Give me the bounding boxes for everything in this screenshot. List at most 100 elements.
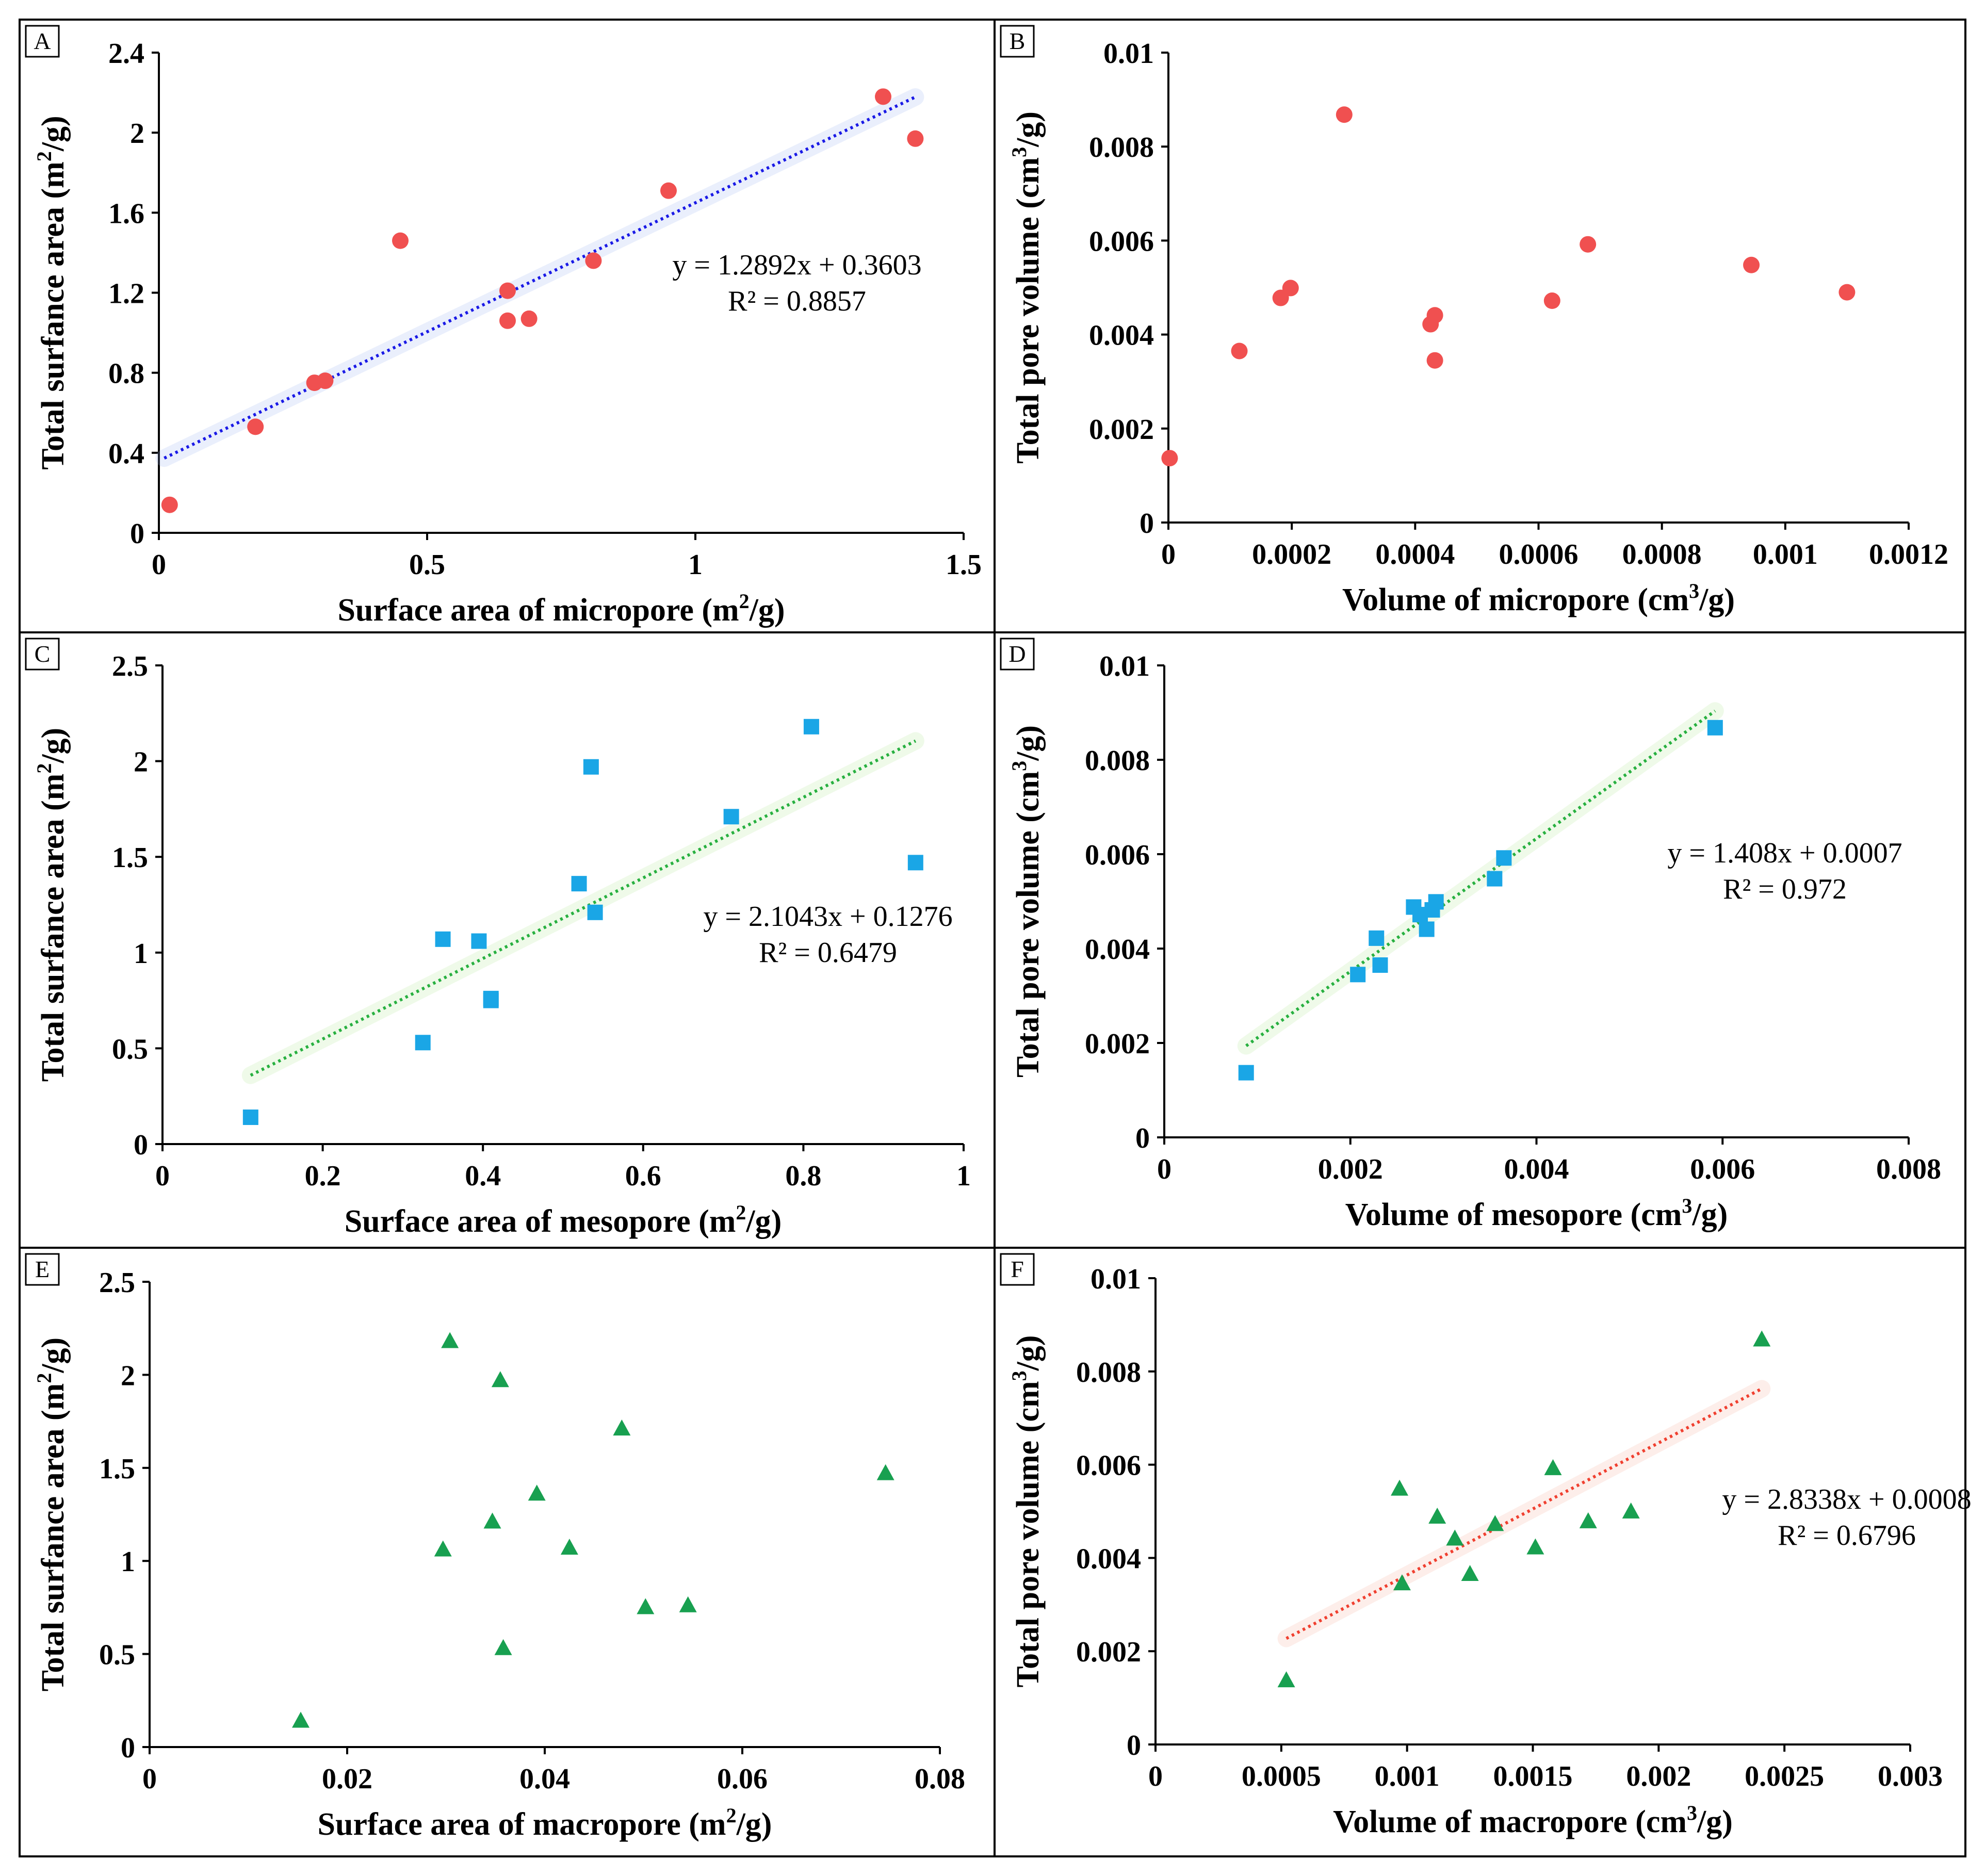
data-point-triangle <box>560 1538 578 1555</box>
panel-b: B 0 0.0002 0.0004 0.0006 0.0008 0.001 0.0012 0 0.… <box>994 19 1966 633</box>
y-axis-unit: cm <box>1011 1381 1046 1422</box>
y-axis-unit-sup: 2 <box>32 763 56 774</box>
y-tick-label: 0.008 <box>1076 1357 1141 1389</box>
y-axis-unit-open: ( <box>1011 812 1046 830</box>
x-axis-label: Surface area of macropore <box>318 1807 681 1842</box>
x-tick-label: 0 <box>152 549 166 581</box>
y-tick-label: 0.004 <box>1076 1543 1141 1575</box>
x-tick-label: 0.0025 <box>1745 1760 1824 1792</box>
data-point-triangle <box>1753 1330 1771 1347</box>
y-tick-label: 0 <box>1140 508 1154 540</box>
y-axis-unit: m <box>36 1383 71 1410</box>
panel-letter: E <box>35 1256 50 1282</box>
x-tick-label: 0.2 <box>305 1160 341 1192</box>
panel-a: A 0 0.5 1 1.5 0 0.4 0.8 1.2 1.6 2 2.4 Surface area o… <box>19 19 996 633</box>
x-axis-unit-sup: 2 <box>726 1804 737 1827</box>
data-point-square <box>723 809 739 825</box>
data-point-square <box>1496 850 1512 866</box>
x-axis-unit-tail: /g <box>1697 1804 1722 1839</box>
x-tick-label: 0.0006 <box>1499 539 1579 570</box>
x-tick-label: 0.006 <box>1690 1153 1755 1185</box>
y-axis-unit-close: ) <box>36 1337 71 1348</box>
data-point-circle <box>161 496 178 513</box>
y-axis-unit-close: ) <box>1011 725 1046 736</box>
x-axis-unit-close: ) <box>771 1204 782 1239</box>
data-point-triangle <box>528 1485 546 1501</box>
y-axis-label: Total surfance area <box>36 1428 71 1691</box>
data-point-square <box>435 931 451 947</box>
x-axis-unit: m <box>712 593 739 628</box>
trendline <box>250 739 917 1077</box>
data-point-circle <box>585 252 602 269</box>
y-tick-label: 1.6 <box>108 198 144 230</box>
r-squared: R² = 0.6796 <box>1778 1520 1916 1552</box>
data-point-square <box>583 759 599 775</box>
data-point-square <box>571 876 587 892</box>
data-point-square <box>1350 967 1366 983</box>
data-point-circle <box>1543 292 1560 309</box>
r-squared: R² = 0.972 <box>1723 873 1847 905</box>
x-axis-unit-sup: 3 <box>1682 1194 1692 1217</box>
x-tick-label: 0.004 <box>1504 1153 1569 1185</box>
x-axis-unit-sup: 3 <box>1689 579 1699 602</box>
data-point-square <box>1372 957 1388 973</box>
data-point-triangle <box>1428 1507 1446 1524</box>
x-tick-label: 0 <box>142 1763 157 1795</box>
data-point-triangle <box>1277 1671 1295 1688</box>
y-axis-unit: m <box>36 774 71 801</box>
y-tick-label: 0.006 <box>1089 225 1154 257</box>
data-point-triangle <box>1579 1512 1597 1528</box>
y-tick-label: 0.008 <box>1085 745 1150 777</box>
panel-d: D 0 0.002 0.004 0.006 0.008 0 0.002 0.004 0.006 0.… <box>994 631 1966 1249</box>
y-axis-unit-tail: /g <box>36 126 71 152</box>
x-axis-unit-open: ( <box>694 593 712 628</box>
data-point-circle <box>1282 280 1299 297</box>
panel-letter-box <box>25 1253 60 1286</box>
x-tick-label: 0 <box>155 1160 170 1192</box>
x-tick-label: 0.008 <box>1876 1153 1941 1185</box>
data-point-square <box>471 933 487 949</box>
data-point-square <box>483 992 499 1008</box>
x-axis-title: Surface area of macropore (m2/g) <box>318 1804 772 1842</box>
x-tick-label: 0 <box>1148 1760 1163 1792</box>
y-axis-title: Total pore volume (cm3/g) <box>1007 725 1046 1078</box>
data-point-square <box>415 1035 431 1051</box>
data-point-square <box>1238 1065 1254 1081</box>
panel-letter-box <box>1000 638 1035 671</box>
y-axis-unit-tail: /g <box>36 1348 71 1373</box>
data-point-triangle <box>441 1332 459 1348</box>
x-axis-unit-open: ( <box>691 1204 709 1239</box>
data-point-square <box>1419 921 1435 937</box>
data-point-circle <box>1838 284 1856 301</box>
y-axis-unit-sup: 3 <box>1007 147 1031 157</box>
panel-f: F 0 0.0005 0.001 0.0015 0.002 0.0025 0.003 0 0.00… <box>994 1247 1972 1857</box>
y-tick-label: 0.004 <box>1085 934 1150 966</box>
y-axis-unit-close: ) <box>36 116 71 126</box>
y-tick-label: 0.002 <box>1089 414 1154 446</box>
panel-frame <box>19 1247 996 1857</box>
y-tick-label: 0.01 <box>1091 1263 1141 1295</box>
x-axis-title: Surface area of micropore (m2/g) <box>337 590 785 628</box>
x-axis-unit-sup: 2 <box>736 1201 746 1224</box>
data-point-square <box>1707 720 1723 736</box>
x-axis-label: Surface area of mesopore <box>345 1204 691 1239</box>
y-axis-label: Total surfance area <box>36 207 71 470</box>
trendline-glow <box>1237 702 1724 1055</box>
y-tick-label: 0.5 <box>99 1639 135 1671</box>
data-point-triangle <box>483 1512 501 1529</box>
y-axis-unit: cm <box>1011 771 1046 812</box>
x-tick-label: 0.08 <box>915 1763 965 1795</box>
x-tick-label: 0.0005 <box>1242 1760 1321 1792</box>
y-tick-label: 0.01 <box>1099 650 1150 682</box>
data-point-square <box>1487 871 1503 887</box>
x-tick-label: 0.002 <box>1318 1153 1383 1185</box>
y-tick-label: 0 <box>134 1129 148 1161</box>
data-point-circle <box>1426 307 1443 324</box>
y-axis-unit-open: ( <box>1011 1422 1046 1441</box>
data-point-triangle <box>1446 1529 1464 1546</box>
trendline <box>164 95 916 460</box>
data-point-circle <box>520 310 538 327</box>
x-axis-unit-close: ) <box>1724 582 1735 617</box>
panel-c: C 0 0.2 0.4 0.6 0.8 1 0 0.5 1 1.5 2 2.5 Surface area … <box>19 631 996 1249</box>
y-axis-unit-open: ( <box>1011 198 1046 217</box>
